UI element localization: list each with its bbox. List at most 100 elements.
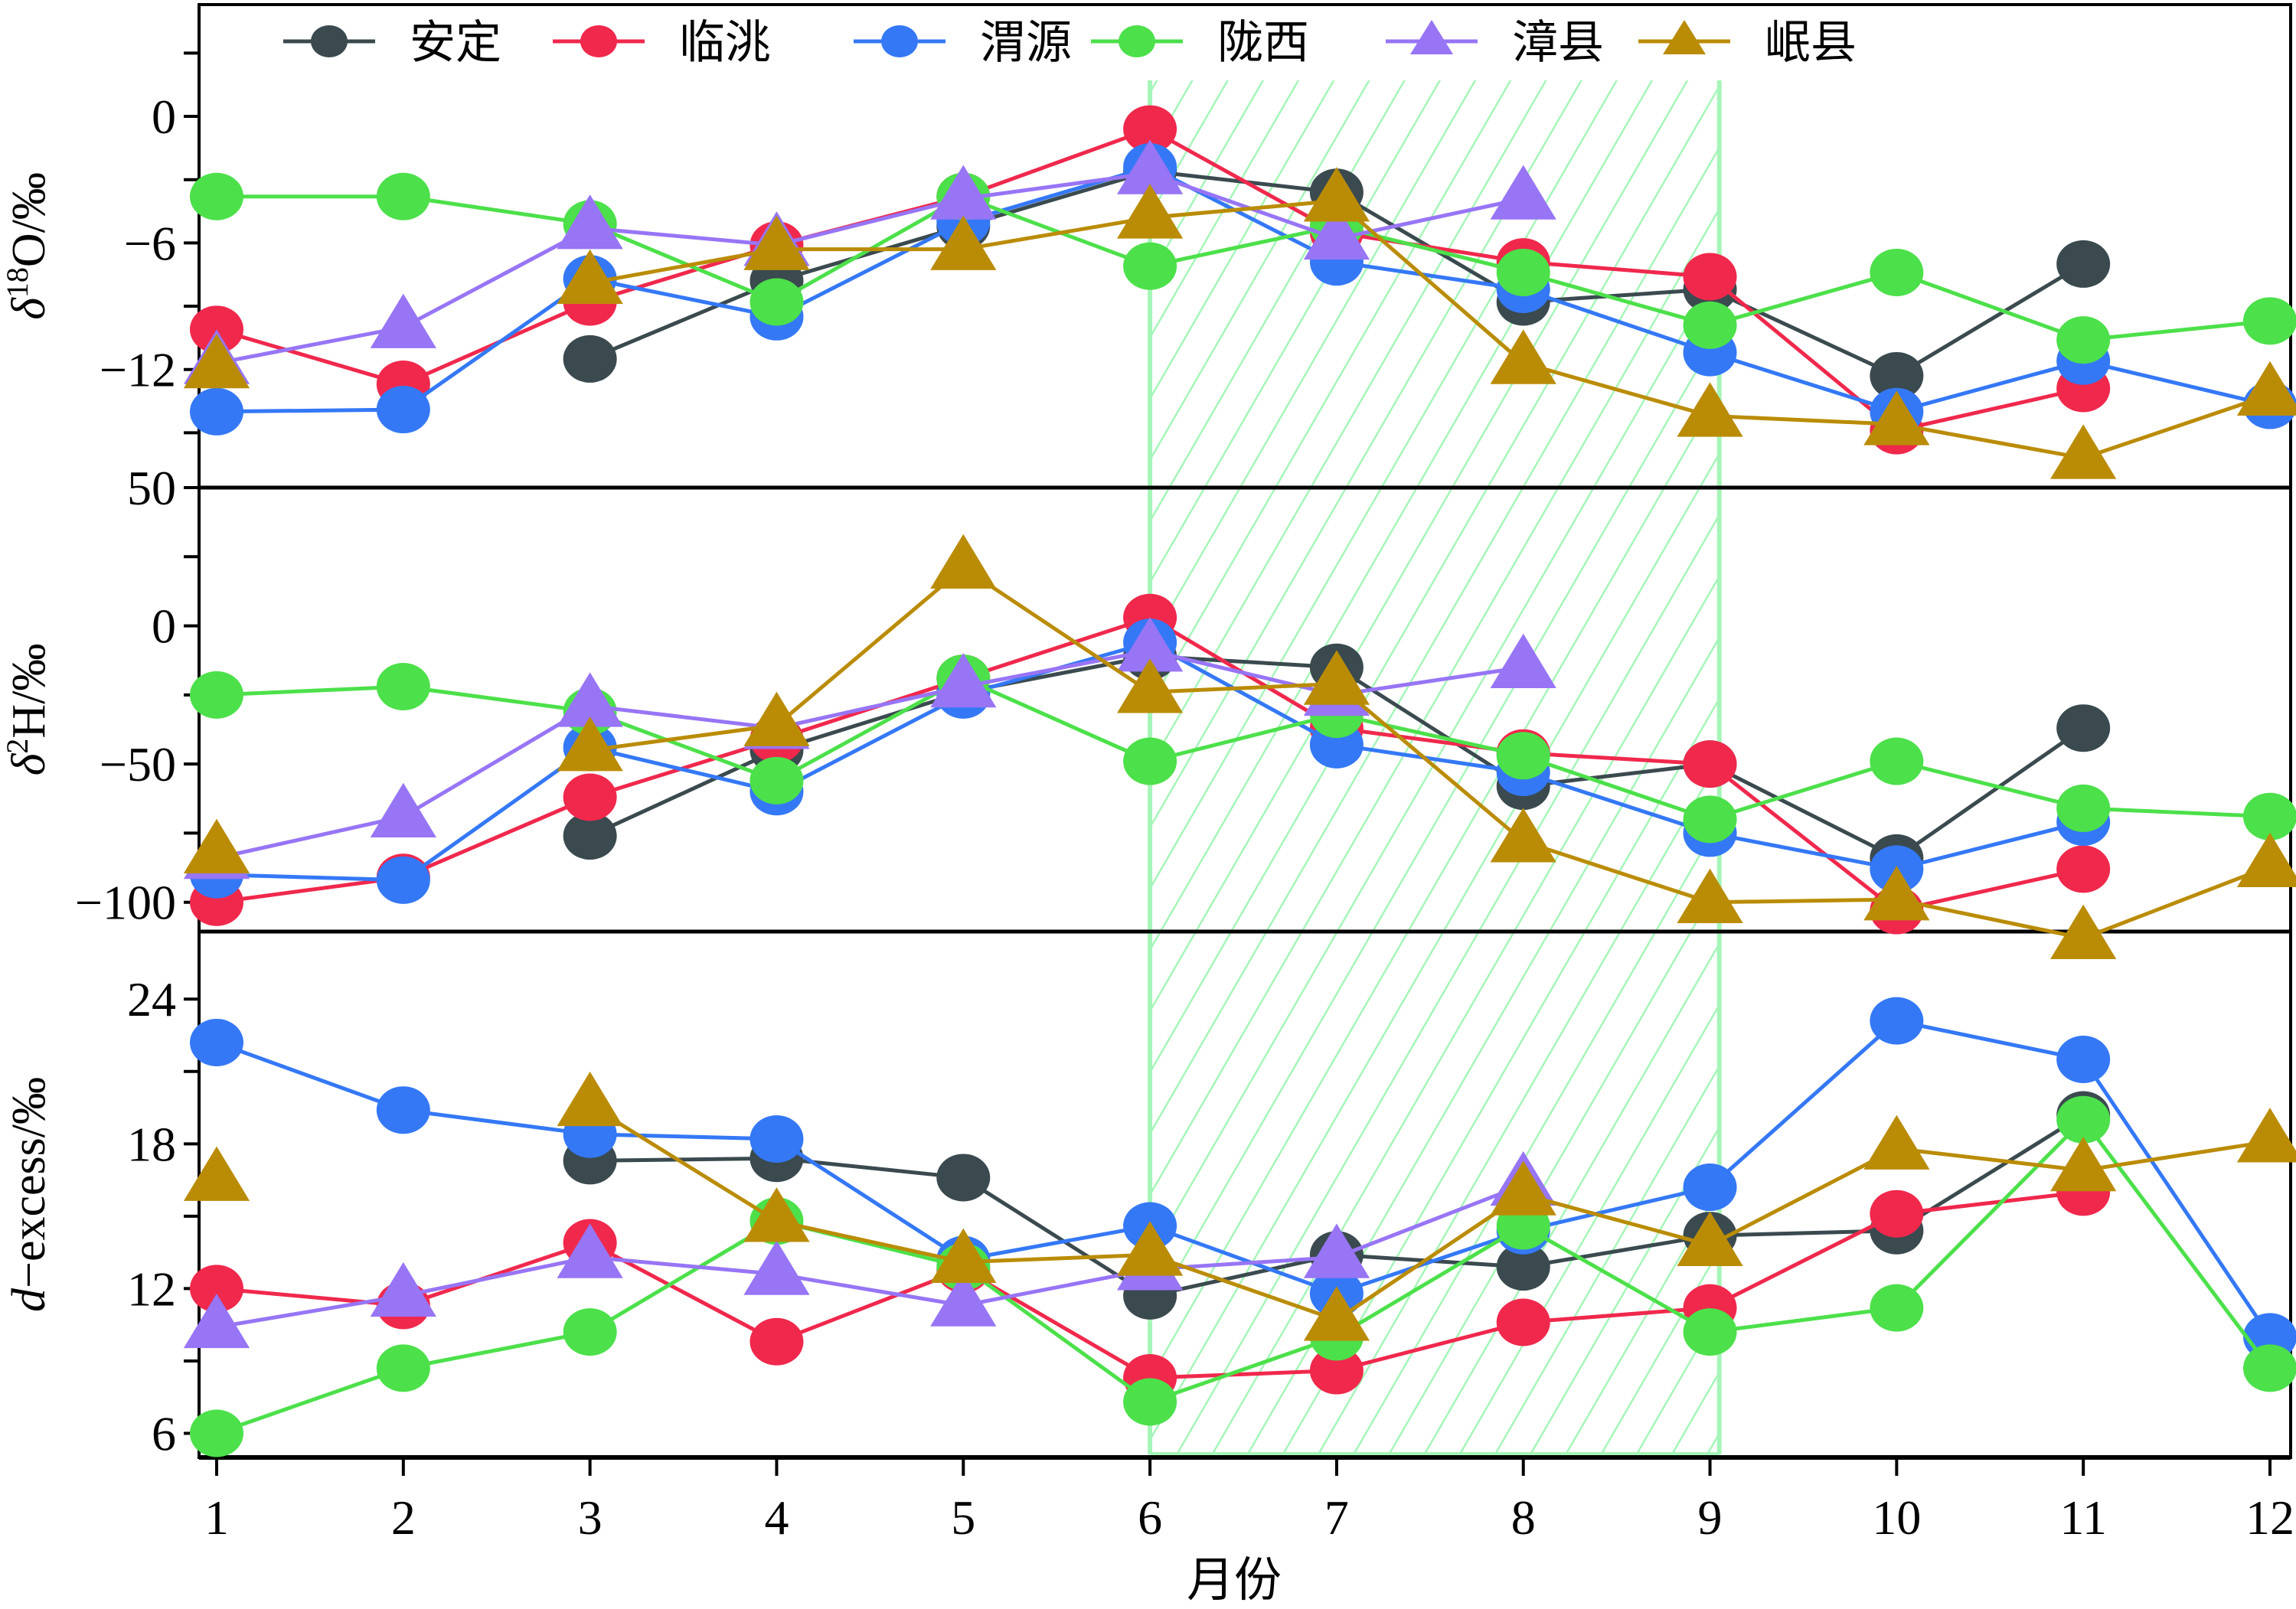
data-point bbox=[930, 653, 997, 708]
data-point bbox=[1490, 808, 1556, 863]
data-point bbox=[190, 172, 243, 220]
data-point bbox=[370, 293, 436, 348]
data-point bbox=[2056, 845, 2111, 893]
series-line-segment bbox=[1522, 753, 1711, 821]
data-point bbox=[183, 1293, 250, 1349]
data-point bbox=[1683, 740, 1737, 788]
series-line-segment bbox=[1896, 1190, 2084, 1216]
y-axis-title-text: O/‰ bbox=[3, 172, 55, 267]
data-point bbox=[376, 1086, 430, 1134]
series-line-segment bbox=[1523, 1233, 1710, 1269]
series-line-segment bbox=[1522, 287, 1711, 355]
series-line-segment bbox=[963, 1252, 1151, 1265]
x-tick-label: 3 bbox=[578, 1490, 603, 1545]
series-line-segment bbox=[962, 194, 1151, 269]
series-line-segment bbox=[589, 748, 778, 838]
series-line-segment bbox=[1523, 1185, 1711, 1233]
series-line-segment bbox=[1149, 712, 1337, 763]
data-point bbox=[2056, 784, 2111, 832]
data-point bbox=[1870, 737, 1924, 785]
data-point bbox=[376, 386, 430, 434]
series-line-segment bbox=[776, 1219, 964, 1265]
data-point bbox=[2243, 1344, 2296, 1392]
series-line-segment bbox=[775, 566, 965, 727]
series-line-segment bbox=[1896, 270, 2085, 342]
series-line-segment bbox=[216, 407, 403, 414]
data-point bbox=[557, 716, 623, 772]
data-point bbox=[2056, 704, 2111, 752]
data-point bbox=[930, 1228, 997, 1284]
y-axis-title-superscript: 2 bbox=[0, 739, 34, 754]
data-point bbox=[743, 1187, 810, 1242]
legend-label: 陇西 bbox=[1217, 16, 1309, 70]
series-line-segment bbox=[1710, 1306, 1897, 1334]
series-line-segment bbox=[402, 226, 591, 329]
y-axis-title-text: −excess/‰ bbox=[3, 1077, 55, 1288]
legend-label: 临洮 bbox=[679, 16, 771, 70]
series-line-segment bbox=[2082, 393, 2271, 460]
series-line-segment bbox=[1709, 351, 1898, 414]
data-point bbox=[190, 1409, 243, 1457]
series-line-segment bbox=[1335, 1224, 1525, 1339]
data-point bbox=[1116, 658, 1184, 713]
data-point bbox=[183, 818, 250, 873]
data-point bbox=[1303, 204, 1370, 260]
series-line-segment bbox=[1335, 1193, 1525, 1322]
series-line-segment bbox=[1896, 262, 2085, 378]
data-point bbox=[1683, 795, 1737, 844]
data-point bbox=[563, 1308, 617, 1356]
x-tick-label: 7 bbox=[1324, 1490, 1349, 1545]
series-line-segment bbox=[1149, 1369, 1337, 1380]
x-tick-label: 10 bbox=[1872, 1490, 1921, 1545]
data-point bbox=[1116, 184, 1184, 239]
series-line-segment bbox=[962, 215, 1151, 252]
series-line-segment bbox=[2082, 318, 2271, 342]
series-line-segment bbox=[1336, 742, 1524, 775]
y-tick-label: −6 bbox=[124, 216, 176, 270]
series-line-segment bbox=[590, 1255, 777, 1276]
data-point bbox=[750, 756, 804, 804]
y-axis-title-superscript: 18 bbox=[0, 267, 34, 298]
legend-item: 安定 bbox=[283, 16, 501, 70]
series-line-segment bbox=[962, 1224, 1151, 1262]
y-axis-title: d−excess/‰ bbox=[3, 1077, 55, 1312]
series-line-segment bbox=[590, 226, 777, 247]
data-point bbox=[1496, 732, 1550, 780]
series-line-segment bbox=[1522, 770, 1711, 835]
legend-item: 渭源 bbox=[854, 16, 1072, 70]
data-point bbox=[743, 1240, 810, 1295]
data-point bbox=[1123, 242, 1177, 290]
series-line-segment bbox=[1896, 759, 2084, 811]
data-point bbox=[1683, 253, 1737, 301]
data-point bbox=[2056, 316, 2111, 364]
series-line-segment bbox=[962, 676, 1151, 763]
series-line-segment bbox=[1336, 1320, 1524, 1372]
y-axis-title: δ2H/‰ bbox=[0, 644, 55, 776]
data-point bbox=[376, 1344, 430, 1392]
data-point bbox=[743, 215, 810, 270]
y-tick-label: 24 bbox=[127, 972, 176, 1026]
data-point bbox=[190, 305, 243, 354]
series-line-segment bbox=[590, 746, 778, 794]
legend-marker bbox=[1663, 20, 1706, 54]
x-tick-label: 2 bbox=[391, 1490, 416, 1545]
series-line-segment bbox=[1522, 839, 1711, 905]
series-line-segment bbox=[1336, 230, 1524, 264]
series-line-segment bbox=[776, 1156, 964, 1180]
data-point bbox=[190, 1018, 243, 1066]
y-tick-label: −50 bbox=[100, 737, 176, 791]
series-line-segment bbox=[1708, 1019, 1899, 1189]
series-line-segment bbox=[776, 220, 965, 319]
data-point bbox=[1870, 997, 1924, 1045]
data-point bbox=[2243, 297, 2296, 345]
series-line-segment bbox=[1149, 198, 1337, 220]
series-line-segment bbox=[962, 615, 1151, 680]
series-line-segment bbox=[1708, 275, 1898, 432]
legend-label: 安定 bbox=[410, 16, 501, 70]
y-axis-title-symbol: d bbox=[3, 1288, 55, 1312]
y-axis-title-symbol: δ bbox=[3, 297, 55, 320]
data-point bbox=[557, 672, 623, 727]
series-line-segment bbox=[776, 684, 964, 730]
x-tick-label: 1 bbox=[204, 1490, 229, 1545]
x-tick-label: 11 bbox=[2059, 1490, 2107, 1545]
